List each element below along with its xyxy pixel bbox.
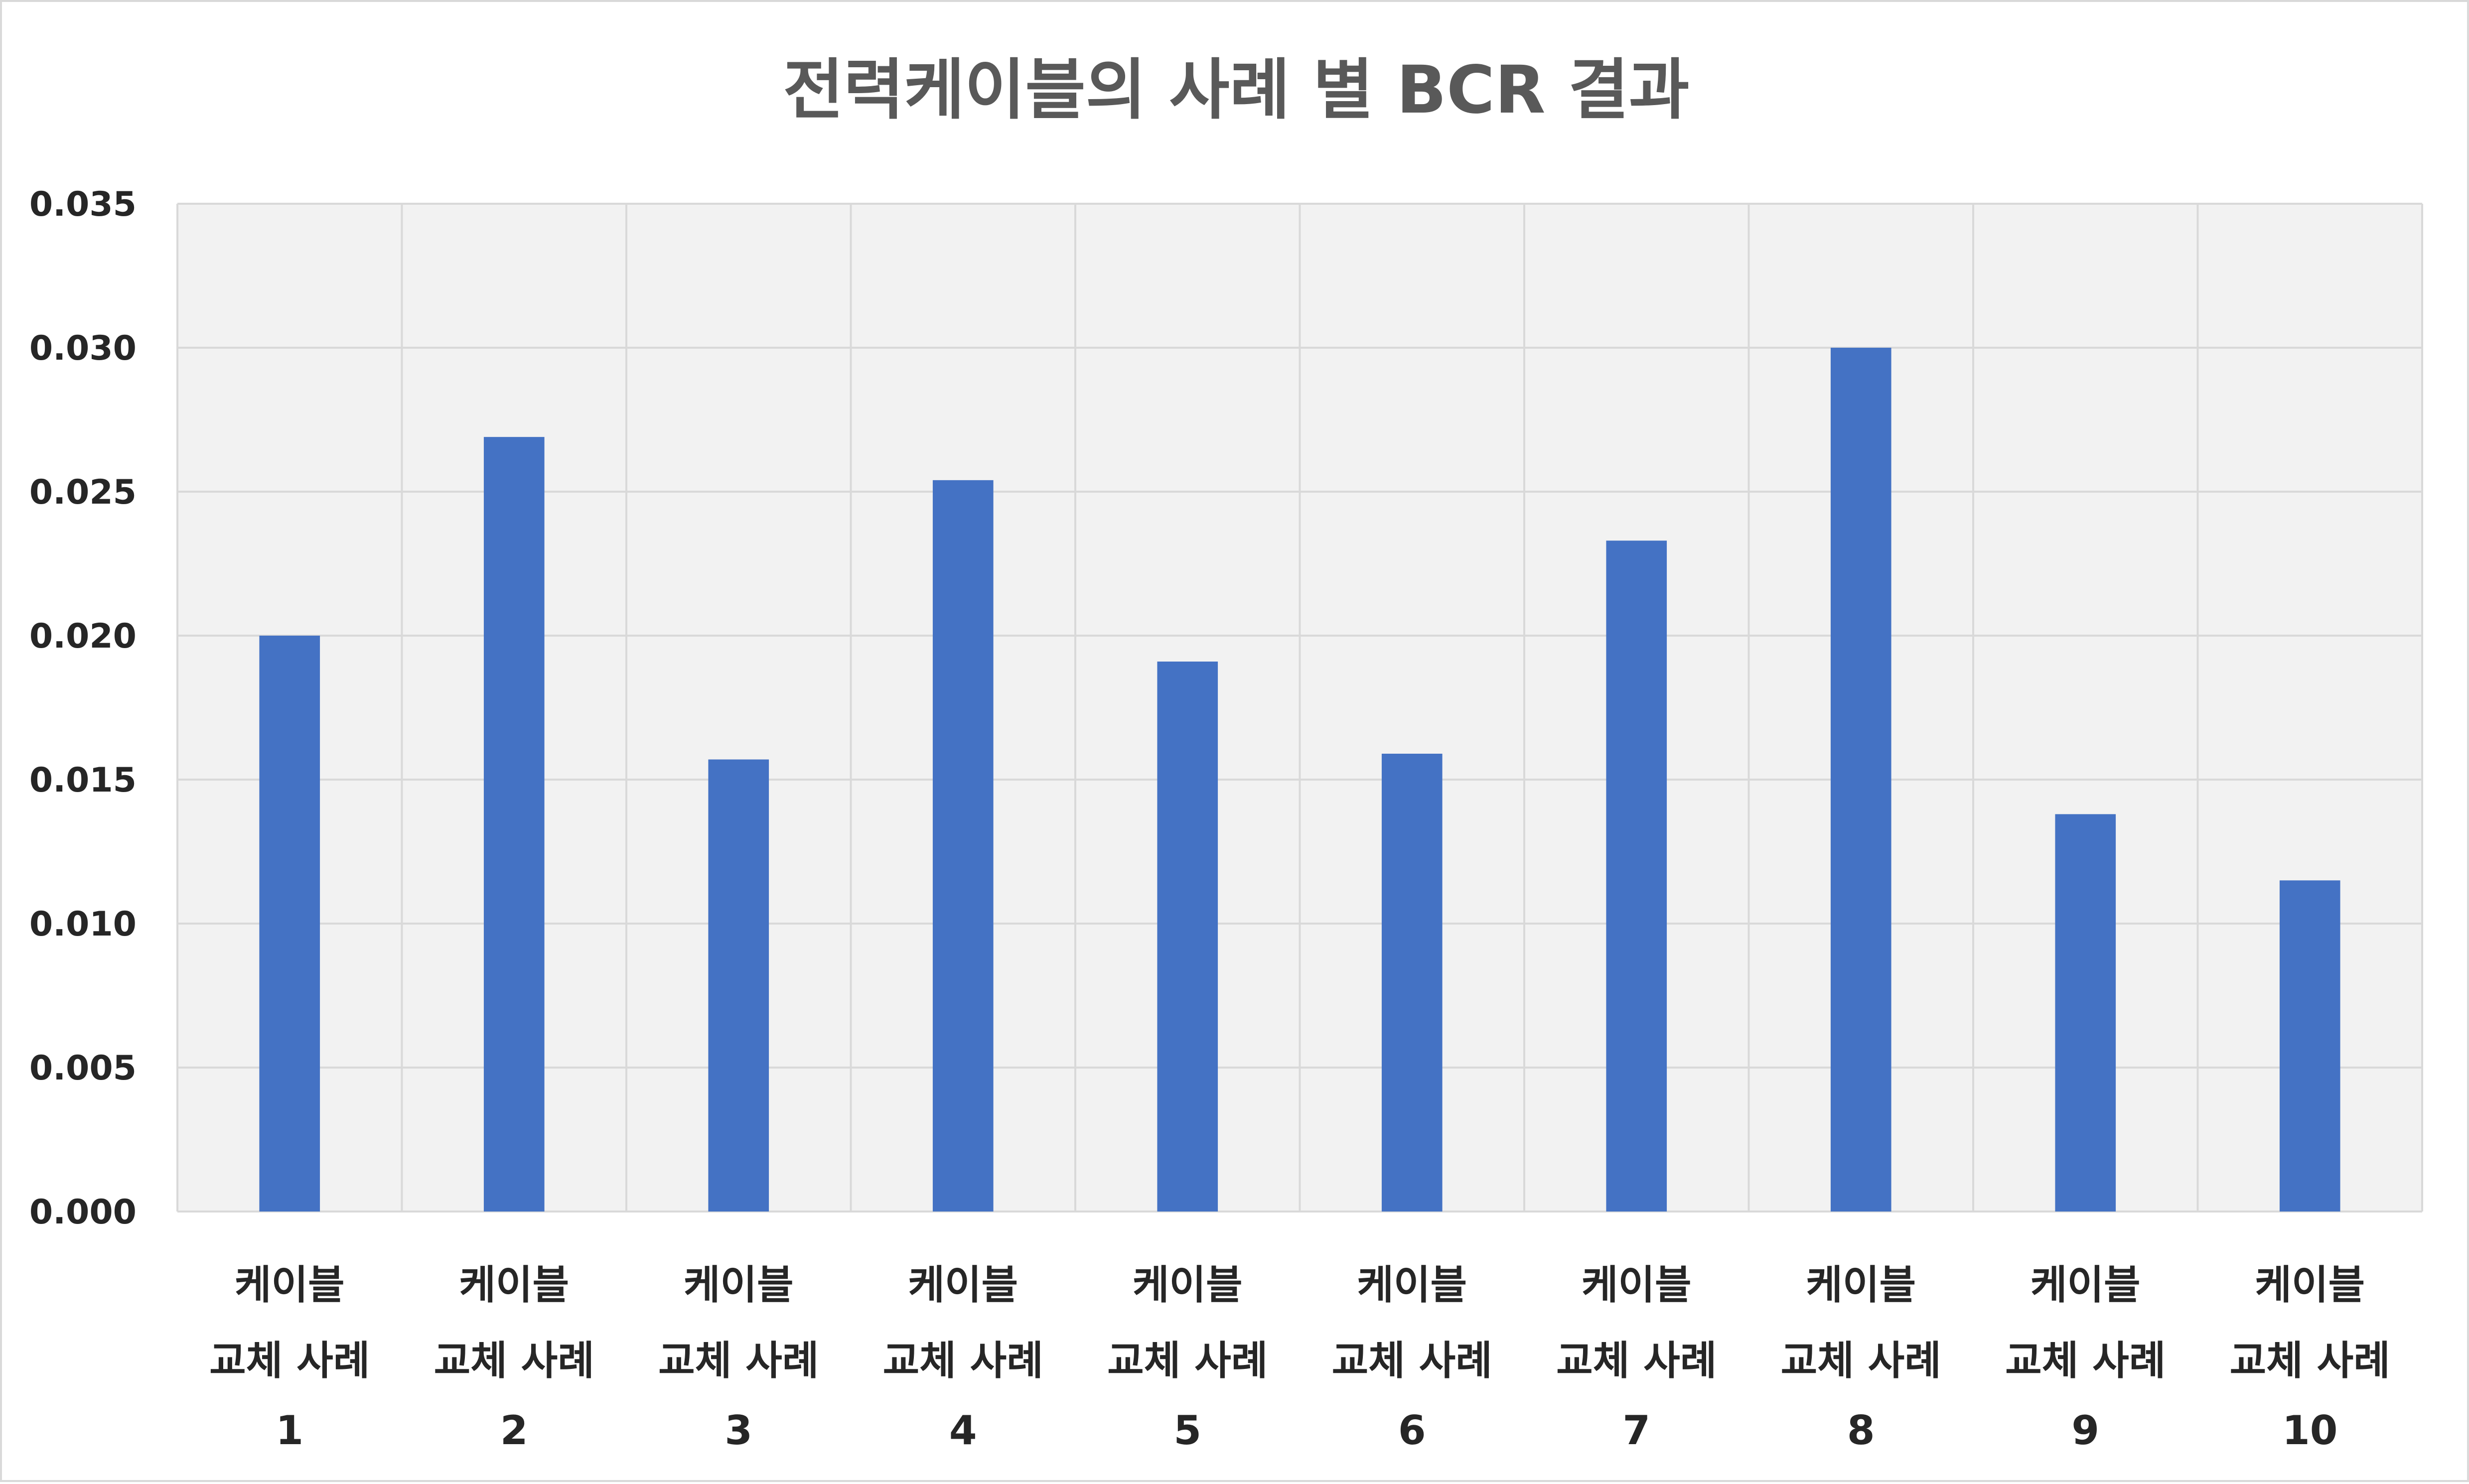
bar-4 [932,480,994,1212]
x-tick-label-line: 교체 사례 [1107,1338,1268,1384]
x-tick-label-line: 7 [1622,1407,1650,1454]
bar-2 [483,437,545,1212]
x-tick-label-line: 9 [2071,1407,2099,1454]
x-tick-label-line: 교체 사례 [658,1338,819,1384]
x-tick-label-line: 3 [725,1407,752,1454]
bar-5 [1157,662,1218,1212]
x-tick-label-line: 2 [500,1407,528,1454]
bar-9 [2055,814,2116,1212]
y-tick-label: 0.010 [29,905,137,944]
bar-6 [1381,753,1443,1212]
bar-1 [259,636,320,1212]
x-tick-label-line: 교체 사례 [883,1338,1043,1384]
x-tick-label-line: 케이블 [2031,1262,2141,1308]
y-tick-label: 0.000 [29,1193,137,1232]
chart-title: 전력케이블의 사례 별 BCR 결과 [783,52,1690,129]
bar-8 [1830,348,1891,1212]
y-tick-label: 0.025 [29,473,137,512]
x-tick-label-line: 교체 사례 [434,1338,594,1384]
x-tick-label-line: 케이블 [684,1262,794,1308]
bar-3 [708,759,769,1212]
x-tick-label-line: 5 [1173,1407,1201,1454]
x-tick-label-line: 6 [1398,1407,1426,1454]
x-tick-label-line: 교체 사례 [209,1338,370,1384]
x-tick-label-line: 교체 사례 [2230,1338,2390,1384]
y-tick-label: 0.035 [29,185,137,224]
x-tick-label-line: 교체 사례 [1556,1338,1717,1384]
bar-10 [2279,880,2340,1212]
y-tick-label: 0.030 [29,329,137,368]
x-tick-label-line: 교체 사례 [1332,1338,1492,1384]
x-tick-label-line: 교체 사례 [2005,1338,2166,1384]
x-tick-label-line: 케이블 [2255,1262,2365,1308]
bars [259,348,2340,1212]
x-tick-label-line: 케이블 [1806,1262,1916,1308]
x-tick-label-line: 1 [276,1407,303,1454]
gridlines [176,203,2423,1213]
x-tick-label-line: 케이블 [1133,1262,1243,1308]
x-tick-label-line: 케이블 [459,1262,569,1308]
y-axis: 0.000 0.005 0.010 0.015 0.020 0.025 0.030 0.035 [29,185,137,1232]
y-tick-label: 0.015 [29,761,137,800]
x-tick-label-line: 10 [2282,1407,2337,1454]
x-tick-label-line: 4 [949,1407,977,1454]
x-tick-label-line: 8 [1847,1407,1875,1454]
y-tick-label: 0.005 [29,1049,137,1088]
x-tick-label-line: 교체 사례 [1781,1338,1941,1384]
x-tick-label-line: 케이블 [1582,1262,1692,1308]
bar-7 [1606,540,1667,1212]
x-tick-label-line: 케이블 [908,1262,1018,1308]
x-tick-label-line: 케이블 [1357,1262,1467,1308]
x-tick-label-line: 케이블 [235,1262,345,1308]
y-tick-label: 0.020 [29,617,137,656]
